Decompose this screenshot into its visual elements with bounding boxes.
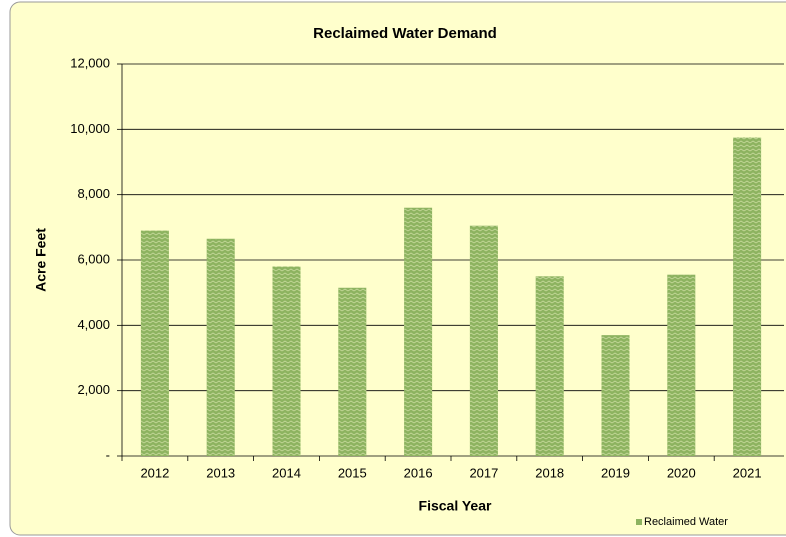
x-tick-label: 2012 [140,465,169,480]
y-tick-label: 10,000 [70,121,110,136]
x-tick-label: 2020 [667,465,696,480]
bar-texture [206,238,235,456]
bar-texture [733,137,762,456]
bar-texture [272,266,301,456]
bar-texture [404,207,433,456]
bar-texture [469,225,498,456]
x-tick-label: 2013 [206,465,235,480]
y-tick-label: 8,000 [77,186,110,201]
bar-texture [667,274,696,456]
x-tick-label: 2017 [469,465,498,480]
x-tick-label: 2018 [535,465,564,480]
bar-texture [535,276,564,456]
y-tick-label: 6,000 [77,251,110,266]
x-tick-label: 2015 [338,465,367,480]
bar-texture [140,230,169,456]
chart-title: Reclaimed Water Demand [313,25,497,42]
legend-swatch [636,519,642,525]
legend-label: Reclaimed Water [644,516,728,528]
x-tick-label: 2014 [272,465,301,480]
y-tick-label: - [106,447,110,462]
x-axis-title: Fiscal Year [419,498,492,514]
bar-texture [601,335,630,456]
x-tick-label: 2019 [601,465,630,480]
x-tick-label: 2021 [733,465,762,480]
y-tick-label: 2,000 [77,382,110,397]
y-tick-label: 4,000 [77,317,110,332]
chart-background [9,1,786,536]
y-axis-title: Acre Feet [33,228,49,292]
bar-texture [338,287,367,456]
y-tick-label: 12,000 [70,55,110,70]
x-tick-label: 2016 [404,465,433,480]
